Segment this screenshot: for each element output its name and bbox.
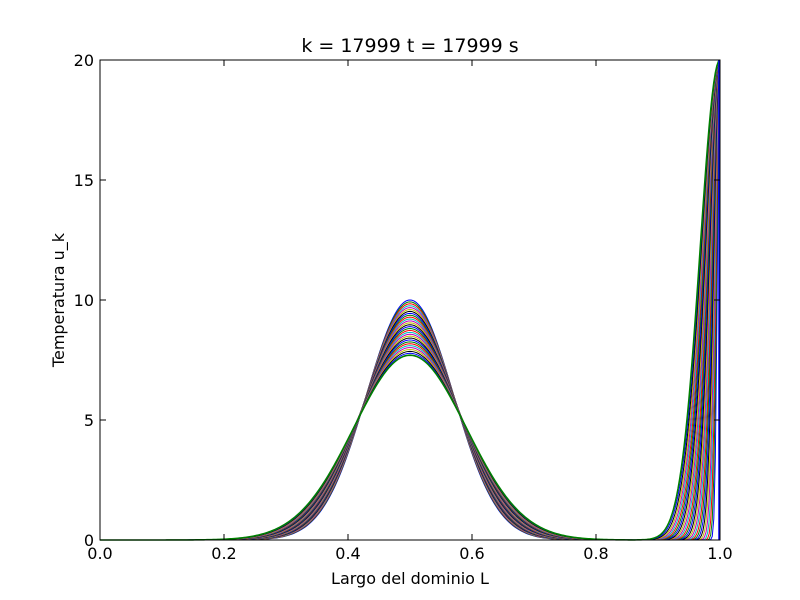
ticks-group: 0.0 0.2 0.4 0.6 0.8 1.0 0 5 10 15 20 (74, 51, 733, 563)
x-tick-label: 0.0 (87, 544, 112, 563)
x-tick-label: 0.8 (583, 544, 608, 563)
y-tick-label: 20 (74, 51, 94, 70)
y-axis-label: Temperatura u_k (49, 232, 69, 368)
y-tick-label: 15 (74, 171, 94, 190)
x-tick-label: 1.0 (707, 544, 732, 563)
y-tick-label: 0 (84, 531, 94, 550)
x-axis-label: Largo del dominio L (331, 569, 489, 588)
y-tick-label: 10 (74, 291, 94, 310)
x-tick-label: 0.4 (335, 544, 360, 563)
x-tick-label: 0.6 (459, 544, 484, 563)
x-tick-label: 0.2 (211, 544, 236, 563)
chart-title: k = 17999 t = 17999 s (301, 35, 518, 57)
y-tick-label: 5 (84, 411, 94, 430)
